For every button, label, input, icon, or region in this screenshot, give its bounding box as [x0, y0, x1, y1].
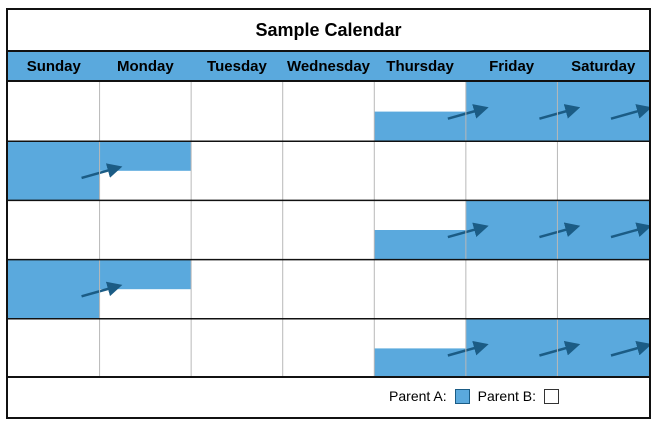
calendar-grid — [8, 82, 649, 378]
day-header-friday: Friday — [489, 57, 535, 75]
transition-arrow — [610, 222, 649, 239]
transition-arrow — [610, 340, 649, 357]
legend-parent-b-swatch — [544, 388, 559, 404]
parent-a-block-start — [374, 348, 466, 378]
legend-parent-a-label: Parent A: — [389, 388, 447, 404]
parent-a-block-start — [374, 111, 466, 142]
parent-a-block-day — [465, 318, 558, 378]
transition-arrow — [610, 104, 649, 120]
parent-a-block-end — [99, 141, 192, 171]
calendar-frame: Sample Calendar Sunday Monday Tuesday We… — [6, 8, 651, 419]
legend-footer: Parent A: Parent B: — [8, 376, 649, 417]
parent-a-block-day — [465, 82, 558, 142]
parent-a-block-end — [99, 259, 192, 290]
day-header-saturday: Saturday — [571, 57, 636, 75]
parent-a-block-day — [8, 141, 100, 201]
parent-a-block-start — [374, 230, 466, 260]
legend-parent-a-swatch — [454, 388, 470, 404]
day-header-sunday: Sunday — [26, 57, 81, 75]
parent-a-block-day — [465, 200, 558, 260]
day-header-tuesday: Tuesday — [207, 57, 267, 75]
day-header-row: Sunday Monday Tuesday Wednesday Thursday… — [8, 52, 649, 82]
day-header-wednesday: Wednesday — [286, 57, 371, 75]
day-header-monday: Monday — [117, 57, 174, 75]
parent-a-block-day — [8, 259, 100, 319]
legend: Parent A: Parent B: — [389, 388, 559, 404]
day-header-thursday: Thursday — [386, 57, 454, 75]
calendar-title: Sample Calendar — [8, 10, 649, 52]
legend-parent-b-label: Parent B: — [477, 388, 536, 404]
